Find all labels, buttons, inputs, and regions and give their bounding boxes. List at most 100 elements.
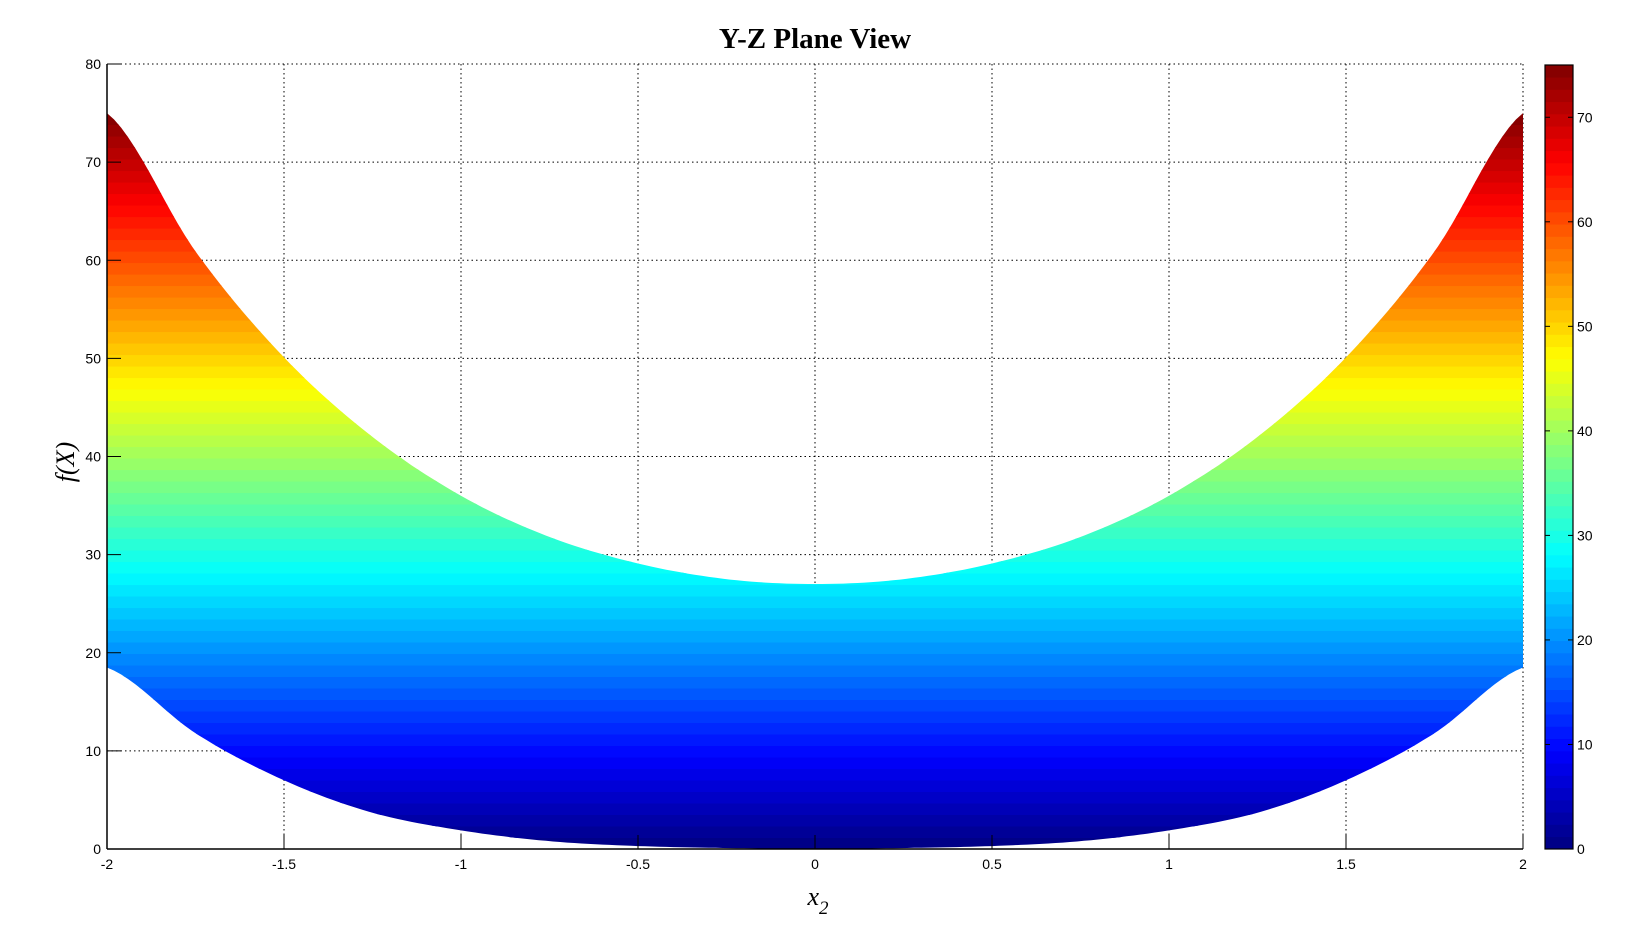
color-band bbox=[107, 618, 1523, 632]
y-tick-label: 10 bbox=[85, 743, 101, 759]
color-band bbox=[107, 388, 1523, 402]
colorbar-swatch bbox=[1545, 811, 1573, 825]
x-tick-label: -0.5 bbox=[626, 856, 650, 872]
color-band bbox=[107, 515, 1523, 528]
color-band bbox=[107, 170, 1523, 183]
color-band bbox=[107, 204, 1523, 218]
x-tick-label: 1.5 bbox=[1336, 856, 1356, 872]
colorbar-swatch bbox=[1545, 468, 1573, 482]
surface-bands bbox=[107, 113, 1523, 850]
colorbar-tick-label: 0 bbox=[1577, 841, 1585, 857]
colorbar-swatch bbox=[1545, 248, 1573, 262]
colorbar-swatch bbox=[1545, 125, 1573, 139]
color-band bbox=[107, 285, 1523, 298]
color-band bbox=[107, 480, 1523, 494]
colorbar-swatch bbox=[1545, 162, 1573, 176]
colorbar-swatch bbox=[1545, 554, 1573, 568]
colorbar-swatch bbox=[1545, 652, 1573, 666]
color-band bbox=[107, 699, 1523, 712]
color-band bbox=[107, 227, 1523, 241]
color-band bbox=[107, 664, 1523, 678]
colorbar-swatch bbox=[1545, 615, 1573, 629]
y-tick-label: 0 bbox=[93, 841, 101, 857]
colorbar-swatch bbox=[1545, 542, 1573, 556]
y-tick-label: 80 bbox=[85, 56, 101, 72]
x-tick-label: 0 bbox=[811, 856, 819, 872]
colorbar-swatch bbox=[1545, 346, 1573, 360]
colorbar-swatch bbox=[1545, 505, 1573, 519]
color-band bbox=[107, 630, 1523, 643]
colorbar-frame bbox=[1544, 64, 1574, 850]
colorbar-tick-label: 30 bbox=[1577, 527, 1593, 543]
color-band bbox=[107, 538, 1523, 551]
colorbar: 0 10 20 30 40 50 60 70 bbox=[1544, 64, 1593, 857]
colorbar-swatch bbox=[1545, 199, 1573, 213]
colorbar-swatch bbox=[1545, 591, 1573, 605]
color-band bbox=[107, 434, 1523, 448]
colorbar-swatch bbox=[1545, 432, 1573, 446]
colorbar-swatch bbox=[1545, 309, 1573, 323]
y-tick-label: 30 bbox=[85, 547, 101, 563]
color-band bbox=[107, 308, 1523, 321]
color-band bbox=[107, 722, 1523, 735]
color-band bbox=[107, 181, 1523, 195]
color-band bbox=[107, 584, 1523, 597]
color-band bbox=[107, 779, 1523, 793]
color-band bbox=[107, 124, 1523, 137]
colorbar-tick-label: 60 bbox=[1577, 214, 1593, 230]
color-band bbox=[107, 733, 1523, 747]
color-band bbox=[107, 561, 1523, 574]
colorbar-swatch bbox=[1545, 762, 1573, 776]
color-band bbox=[107, 572, 1523, 586]
colorbar-swatch bbox=[1545, 113, 1573, 127]
colorbar-swatch bbox=[1545, 824, 1573, 838]
colorbar-swatch bbox=[1545, 713, 1573, 727]
x-tick-label: 0.5 bbox=[982, 856, 1002, 872]
colorbar-swatch bbox=[1545, 138, 1573, 152]
colorbar-swatch bbox=[1545, 726, 1573, 740]
color-band bbox=[107, 331, 1523, 344]
color-band bbox=[107, 756, 1523, 770]
color-band bbox=[107, 469, 1523, 482]
color-band bbox=[107, 365, 1523, 379]
colorbar-swatch bbox=[1545, 775, 1573, 789]
x-axis-label-base: x bbox=[806, 882, 819, 911]
colorbar-swatch bbox=[1545, 285, 1573, 299]
colorbar-swatch bbox=[1545, 150, 1573, 164]
colorbar-swatch bbox=[1545, 260, 1573, 274]
x-tick-labels: -2 -1.5 -1 -0.5 0 0.5 1 1.5 2 bbox=[101, 856, 1527, 872]
x-axis-label-subscript: 2 bbox=[819, 898, 829, 919]
colorbar-swatch bbox=[1545, 444, 1573, 458]
colorbar-swatch bbox=[1545, 187, 1573, 201]
colorbar-swatch bbox=[1545, 89, 1573, 103]
colorbar-swatch bbox=[1545, 101, 1573, 115]
color-band bbox=[107, 273, 1523, 287]
x-tick-label: -1.5 bbox=[272, 856, 296, 872]
colorbar-swatch bbox=[1545, 603, 1573, 617]
colorbar-swatch bbox=[1545, 419, 1573, 433]
surface-area bbox=[107, 113, 1523, 850]
x-tick-label: -1 bbox=[455, 856, 468, 872]
color-band bbox=[107, 791, 1523, 804]
color-band bbox=[107, 354, 1523, 367]
y-tick-label: 20 bbox=[85, 645, 101, 661]
colorbar-swatch bbox=[1545, 481, 1573, 495]
colorbar-swatch bbox=[1545, 456, 1573, 470]
colorbar-swatch bbox=[1545, 358, 1573, 372]
colorbar-tick-label: 40 bbox=[1577, 423, 1593, 439]
colorbar-swatch bbox=[1545, 750, 1573, 764]
color-band bbox=[107, 653, 1523, 666]
y-tick-label: 40 bbox=[85, 449, 101, 465]
y-tick-label: 70 bbox=[85, 154, 101, 170]
y-tick-label: 60 bbox=[85, 252, 101, 268]
colorbar-swatch bbox=[1545, 664, 1573, 678]
colorbar-swatch bbox=[1545, 383, 1573, 397]
colorbar-swatch bbox=[1545, 211, 1573, 225]
colorbar-swatch bbox=[1545, 701, 1573, 715]
colorbar-swatch bbox=[1545, 297, 1573, 311]
color-band bbox=[107, 262, 1523, 275]
color-band bbox=[107, 676, 1523, 689]
color-band bbox=[107, 641, 1523, 655]
colorbar-swatch bbox=[1545, 407, 1573, 421]
